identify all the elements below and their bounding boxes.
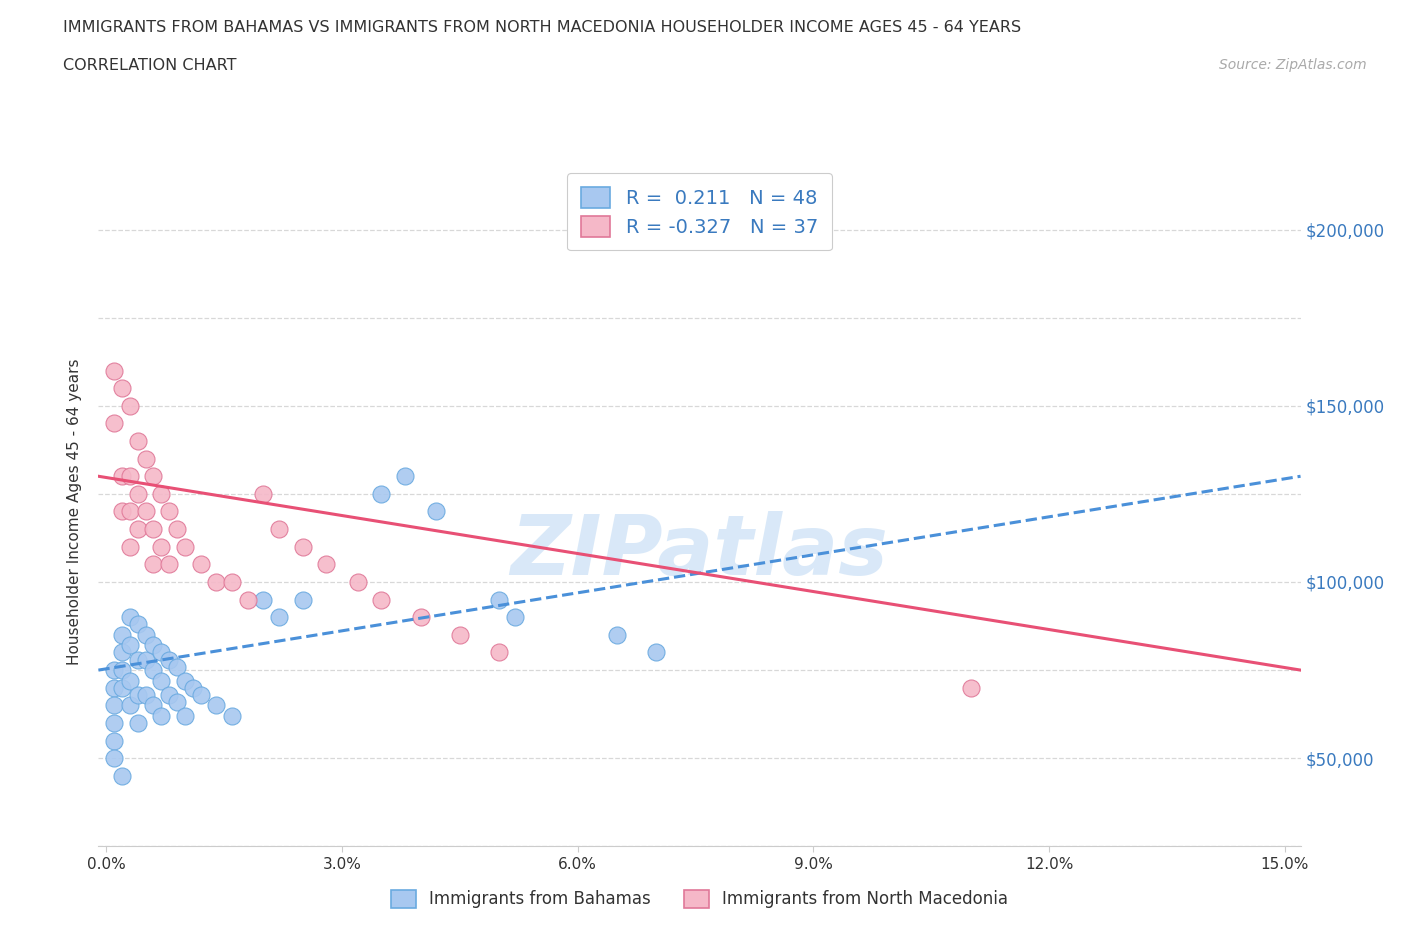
Point <box>150 486 173 501</box>
Legend: Immigrants from Bahamas, Immigrants from North Macedonia: Immigrants from Bahamas, Immigrants from… <box>384 883 1015 915</box>
Point <box>425 504 447 519</box>
Point <box>409 610 432 625</box>
Point <box>111 469 134 484</box>
Point <box>111 680 134 695</box>
Point <box>173 709 195 724</box>
Point <box>127 433 149 448</box>
Point <box>269 522 291 537</box>
Point <box>291 592 314 607</box>
Point <box>118 398 141 413</box>
Point <box>173 673 195 688</box>
Point <box>103 363 125 378</box>
Point <box>190 557 212 572</box>
Point <box>142 469 165 484</box>
Point <box>173 539 195 554</box>
Point <box>205 698 228 712</box>
Point <box>394 469 416 484</box>
Point <box>269 610 291 625</box>
Point <box>118 539 141 554</box>
Point <box>181 680 204 695</box>
Point <box>252 592 274 607</box>
Point <box>103 715 125 730</box>
Point <box>449 628 471 643</box>
Point <box>150 709 173 724</box>
Point <box>118 469 141 484</box>
Point <box>645 645 668 660</box>
Point <box>103 698 125 712</box>
Point <box>118 504 141 519</box>
Point <box>488 592 510 607</box>
Point <box>135 504 157 519</box>
Text: IMMIGRANTS FROM BAHAMAS VS IMMIGRANTS FROM NORTH MACEDONIA HOUSEHOLDER INCOME AG: IMMIGRANTS FROM BAHAMAS VS IMMIGRANTS FR… <box>63 20 1021 35</box>
Point <box>142 557 165 572</box>
Point <box>157 652 180 667</box>
Point <box>150 645 173 660</box>
Point <box>370 486 392 501</box>
Point <box>252 486 274 501</box>
Point <box>103 416 125 431</box>
Point <box>111 380 134 395</box>
Text: Source: ZipAtlas.com: Source: ZipAtlas.com <box>1219 58 1367 72</box>
Point <box>111 504 134 519</box>
Point <box>118 673 141 688</box>
Point <box>190 687 212 702</box>
Point <box>111 628 134 643</box>
Point <box>103 751 125 765</box>
Point <box>127 522 149 537</box>
Point <box>103 733 125 748</box>
Point <box>346 575 368 590</box>
Point <box>205 575 228 590</box>
Point <box>142 663 165 678</box>
Point <box>236 592 259 607</box>
Point <box>127 486 149 501</box>
Point <box>142 698 165 712</box>
Point <box>959 680 981 695</box>
Point <box>127 617 149 631</box>
Point <box>488 645 510 660</box>
Text: CORRELATION CHART: CORRELATION CHART <box>63 58 236 73</box>
Point <box>503 610 526 625</box>
Point <box>221 575 243 590</box>
Point <box>135 652 157 667</box>
Point <box>111 768 134 783</box>
Point <box>111 663 134 678</box>
Point <box>111 645 134 660</box>
Point <box>118 610 141 625</box>
Point <box>370 592 392 607</box>
Point <box>157 504 180 519</box>
Text: ZIPatlas: ZIPatlas <box>510 512 889 592</box>
Point <box>135 687 157 702</box>
Point <box>127 715 149 730</box>
Point <box>221 709 243 724</box>
Point <box>118 698 141 712</box>
Point <box>157 557 180 572</box>
Point <box>166 659 188 674</box>
Point <box>150 673 173 688</box>
Point <box>135 628 157 643</box>
Point <box>103 663 125 678</box>
Point <box>606 628 628 643</box>
Point <box>291 539 314 554</box>
Point <box>103 680 125 695</box>
Point <box>150 539 173 554</box>
Point <box>315 557 337 572</box>
Point <box>127 652 149 667</box>
Point <box>166 522 188 537</box>
Point <box>127 687 149 702</box>
Point <box>142 638 165 653</box>
Point <box>142 522 165 537</box>
Point <box>135 451 157 466</box>
Point <box>118 638 141 653</box>
Y-axis label: Householder Income Ages 45 - 64 years: Householder Income Ages 45 - 64 years <box>67 358 83 665</box>
Point <box>166 695 188 710</box>
Point <box>157 687 180 702</box>
